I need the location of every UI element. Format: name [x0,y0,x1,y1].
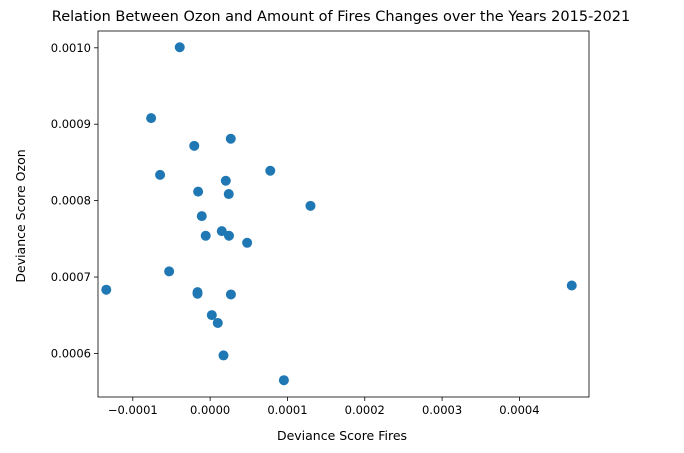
scatter-point [216,226,227,237]
x-tick-label: 0.0003 [422,403,462,417]
x-axis-label: Deviance Score Fires [277,428,407,443]
scatter-point [193,186,204,197]
scatter-point [220,175,231,186]
scatter-point [192,288,203,299]
chart-title: Relation Between Ozon and Amount of Fire… [52,9,630,25]
x-tick-label: 0.0002 [345,403,385,417]
y-tick-label: 0.0008 [51,194,91,208]
y-tick-label: 0.0009 [51,117,91,131]
scatter-point [223,189,234,200]
scatter-point [200,230,211,241]
scatter-point [566,280,577,291]
scatter-point [265,165,276,176]
scatter-point [189,140,200,151]
scatter-point [212,317,223,328]
scatter-point [155,169,166,180]
scatter-point [278,375,289,386]
scatter-point [174,42,185,53]
y-axis-label: Deviance Score Ozon [13,149,28,282]
scatter-point [225,133,236,144]
scatter-point [206,310,217,321]
scatter-point [225,289,236,300]
x-axis: −0.0001 0.0000 0.0001 0.0002 0.0003 0.0004 [108,397,540,417]
y-tick-label: 0.0006 [51,346,91,360]
x-tick-label: 0.0000 [190,403,230,417]
y-tick-label: 0.0010 [51,41,91,55]
scatter-point [223,230,234,241]
x-tick-label: −0.0001 [108,403,158,417]
plot-area [101,42,577,386]
scatter-point [242,237,253,248]
x-tick-label: 0.0004 [499,403,539,417]
axes-frame [97,30,590,398]
x-tick-label: 0.0001 [267,403,307,417]
scatter-point [146,113,157,124]
scatter-point [164,266,175,277]
y-tick-label: 0.0007 [51,270,91,284]
scatter-point [305,200,316,211]
scatter-point [196,211,207,222]
scatter-point [101,284,112,295]
y-axis: 0.0006 0.0007 0.0008 0.0009 0.0010 [51,41,98,360]
scatter-point [218,350,229,361]
